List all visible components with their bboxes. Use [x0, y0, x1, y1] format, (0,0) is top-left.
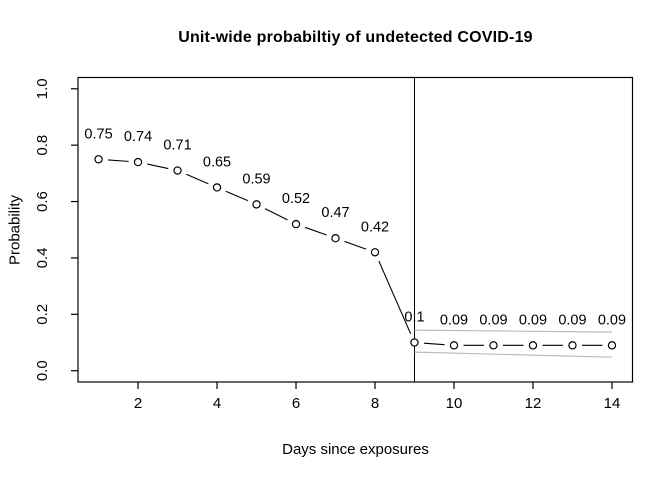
data-point-label: 0.09 [440, 312, 468, 328]
data-point [568, 341, 577, 350]
confidence-band-upper-line [414, 329, 612, 333]
data-point [291, 219, 301, 229]
data-point [528, 341, 538, 350]
data-point-label: 0.42 [361, 219, 389, 235]
data-point-label: 0.71 [163, 138, 191, 154]
series-line-segment [186, 173, 209, 185]
data-point [370, 248, 380, 257]
x-tick-label: 6 [292, 395, 300, 412]
plot-border [77, 76, 634, 383]
y-tick-label: 0.4 [34, 248, 51, 269]
series-line-segment [304, 226, 327, 236]
x-tick-label: 14 [604, 395, 621, 412]
data-point-label: 0.09 [598, 312, 626, 328]
confidence-band-lower-line [414, 351, 612, 358]
data-point-label: 0.1 [404, 310, 424, 326]
data-point-label: 0.59 [242, 171, 270, 187]
x-tick-label: 8 [371, 395, 379, 412]
data-point-label: 0.75 [84, 126, 112, 142]
data-point [449, 341, 459, 350]
data-point-label: 0.52 [282, 191, 310, 207]
data-point [331, 234, 340, 243]
chart-title: Unit-wide probabiltiy of undetected COVI… [178, 29, 533, 46]
x-tick-label: 4 [213, 395, 221, 412]
data-point [489, 341, 498, 350]
data-point [607, 341, 617, 350]
x-tick-label: 12 [525, 395, 542, 412]
data-point [252, 200, 261, 209]
series-line-segment [344, 240, 367, 250]
data-point-label: 0.09 [558, 312, 586, 328]
x-tick-label: 10 [446, 395, 463, 412]
data-point [133, 157, 143, 167]
y-tick-label: 0.0 [34, 360, 51, 381]
series-line-segment [107, 159, 129, 162]
data-point-label: 0.74 [124, 129, 152, 145]
series-line-segment [225, 190, 248, 202]
data-point-label: 0.09 [519, 312, 547, 328]
y-tick-label: 1.0 [34, 78, 51, 99]
x-tick-label: 2 [134, 395, 142, 412]
y-tick-label: 0.2 [34, 304, 51, 325]
series-line-segment [147, 163, 169, 170]
y-tick-label: 0.8 [34, 135, 51, 156]
data-point-label: 0.47 [321, 205, 349, 221]
y-tick-label: 0.6 [34, 191, 51, 212]
series-line-segment [378, 260, 412, 335]
data-point [173, 166, 182, 175]
x-axis-label: Days since exposures [282, 441, 429, 458]
data-point [94, 155, 103, 164]
data-point [410, 338, 419, 347]
data-point [212, 183, 222, 192]
series-line-segment [423, 342, 445, 346]
data-point-label: 0.09 [479, 312, 507, 328]
data-point-label: 0.65 [203, 154, 231, 170]
series-line-segment [264, 208, 288, 221]
